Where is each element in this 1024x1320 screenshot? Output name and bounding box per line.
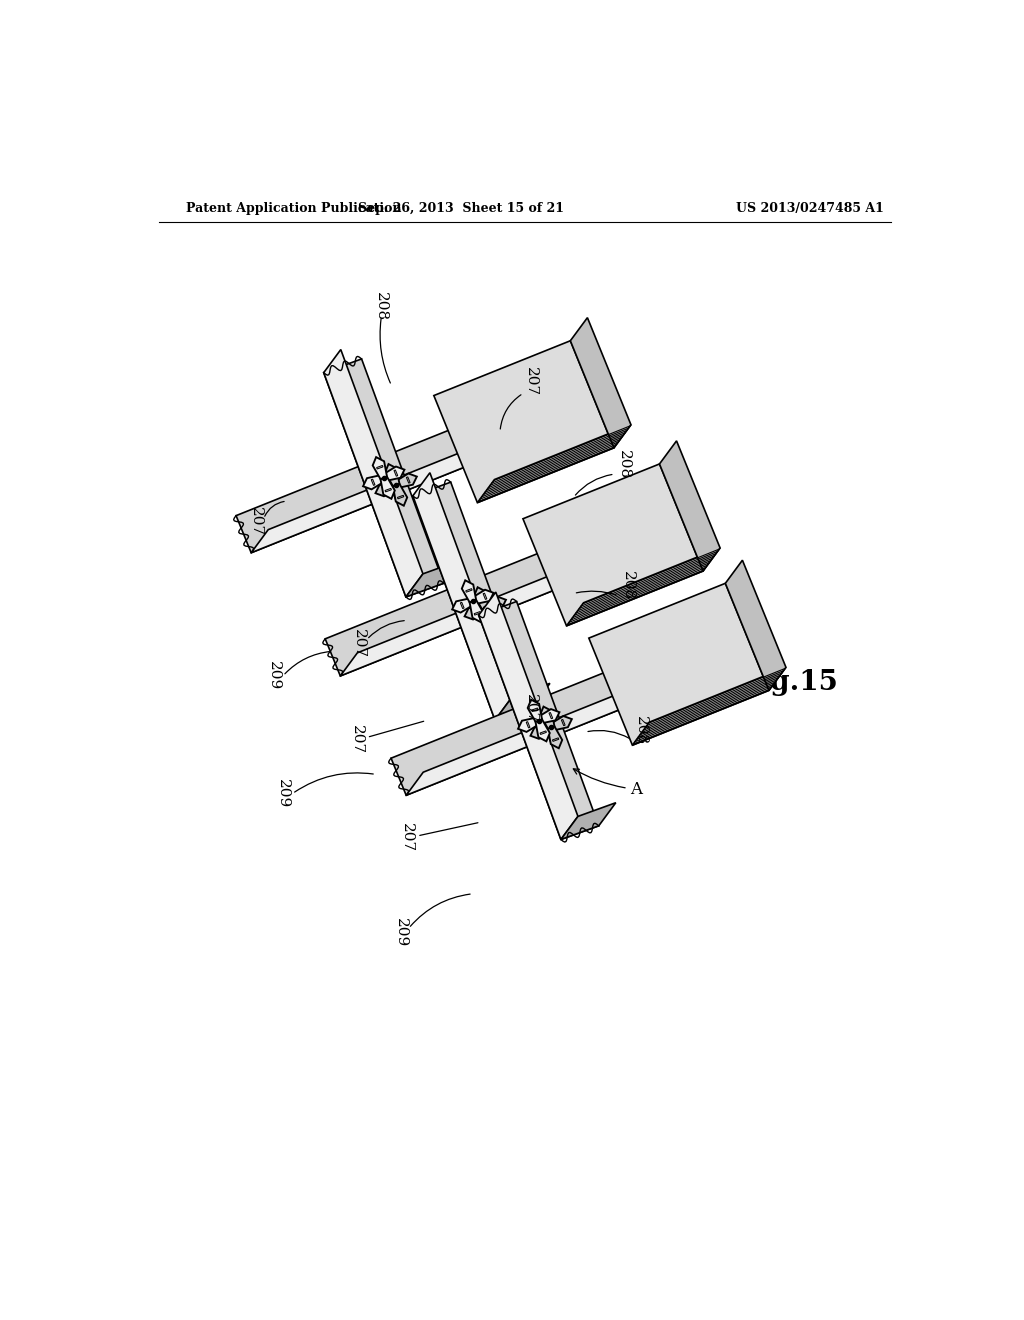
Polygon shape [561, 803, 615, 840]
Text: 208: 208 [375, 293, 388, 322]
Polygon shape [725, 560, 786, 690]
Polygon shape [373, 457, 387, 479]
Polygon shape [550, 715, 571, 731]
Polygon shape [474, 587, 488, 610]
Polygon shape [462, 581, 476, 602]
Polygon shape [465, 605, 486, 619]
Text: 207: 207 [352, 628, 366, 659]
Polygon shape [385, 488, 391, 492]
Polygon shape [552, 738, 559, 742]
Text: Sep. 26, 2013  Sheet 15 of 21: Sep. 26, 2013 Sheet 15 of 21 [358, 202, 564, 215]
Polygon shape [477, 425, 631, 503]
Polygon shape [413, 473, 512, 721]
Polygon shape [540, 706, 554, 729]
Polygon shape [531, 708, 538, 711]
Polygon shape [544, 715, 550, 718]
Polygon shape [482, 607, 497, 628]
Polygon shape [434, 341, 614, 503]
Polygon shape [381, 477, 395, 499]
Polygon shape [391, 645, 686, 796]
Polygon shape [394, 470, 397, 477]
Polygon shape [561, 719, 565, 726]
Polygon shape [659, 441, 720, 572]
Polygon shape [518, 717, 540, 731]
Polygon shape [479, 593, 578, 840]
Polygon shape [478, 595, 484, 599]
Text: 207: 207 [249, 507, 263, 536]
Polygon shape [326, 527, 621, 676]
Text: US 2013/0247485 A1: US 2013/0247485 A1 [736, 202, 885, 215]
Polygon shape [406, 560, 461, 597]
Polygon shape [486, 619, 493, 622]
Text: 209: 209 [266, 661, 281, 690]
Polygon shape [251, 417, 549, 553]
Polygon shape [407, 477, 411, 483]
Polygon shape [389, 473, 395, 477]
Polygon shape [382, 466, 404, 482]
Polygon shape [526, 722, 530, 727]
Polygon shape [539, 729, 543, 735]
Polygon shape [672, 623, 703, 682]
Polygon shape [495, 684, 550, 721]
Polygon shape [324, 359, 443, 597]
Polygon shape [385, 465, 399, 486]
Text: 208: 208 [621, 572, 635, 601]
Polygon shape [413, 482, 532, 721]
Polygon shape [372, 479, 375, 486]
Polygon shape [538, 709, 559, 723]
Polygon shape [377, 466, 383, 469]
Text: 209: 209 [394, 917, 408, 946]
Polygon shape [589, 583, 769, 746]
Polygon shape [536, 719, 550, 742]
Text: 207: 207 [400, 822, 414, 853]
Text: 207: 207 [349, 725, 364, 754]
Text: A: A [630, 781, 642, 799]
Polygon shape [395, 474, 417, 488]
Polygon shape [472, 590, 494, 605]
Polygon shape [453, 598, 474, 612]
Polygon shape [516, 380, 549, 441]
Polygon shape [340, 540, 638, 676]
Polygon shape [530, 725, 553, 739]
Polygon shape [461, 602, 464, 609]
Polygon shape [324, 350, 423, 597]
Polygon shape [483, 593, 486, 599]
Polygon shape [364, 475, 385, 490]
Polygon shape [470, 601, 484, 622]
Text: Fig.15: Fig.15 [740, 668, 838, 696]
Text: Patent Application Publication: Patent Application Publication [186, 202, 401, 215]
Text: 209: 209 [276, 779, 290, 808]
Polygon shape [393, 483, 408, 506]
Polygon shape [473, 610, 476, 615]
Polygon shape [605, 503, 638, 564]
Text: 207: 207 [524, 367, 538, 396]
Polygon shape [384, 486, 387, 492]
Polygon shape [540, 731, 547, 734]
Polygon shape [549, 713, 553, 719]
Polygon shape [397, 495, 403, 499]
Polygon shape [237, 403, 531, 553]
Polygon shape [527, 700, 542, 722]
Polygon shape [570, 318, 631, 447]
Polygon shape [479, 602, 599, 840]
Polygon shape [633, 668, 786, 746]
Polygon shape [484, 597, 506, 611]
Polygon shape [566, 548, 720, 626]
Text: 208: 208 [634, 715, 648, 744]
Polygon shape [376, 482, 397, 496]
Text: 207: 207 [524, 694, 538, 723]
Polygon shape [523, 463, 703, 626]
Polygon shape [466, 589, 472, 593]
Polygon shape [474, 611, 480, 615]
Polygon shape [496, 601, 500, 606]
Text: 208: 208 [617, 450, 631, 479]
Polygon shape [407, 660, 703, 796]
Polygon shape [548, 726, 562, 748]
